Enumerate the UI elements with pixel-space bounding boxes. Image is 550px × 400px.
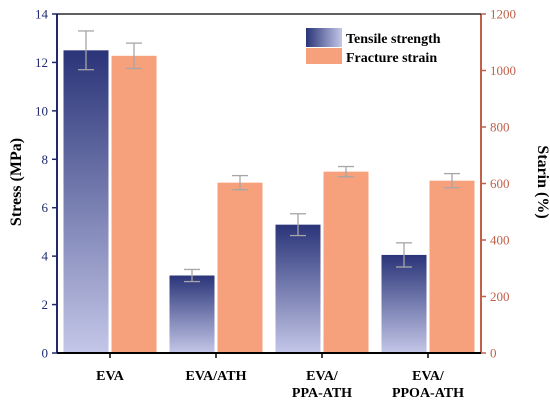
x-tick-label-line-1-0: EVA/ATH <box>186 369 247 384</box>
y-left-tick-label-10: 10 <box>35 103 48 118</box>
x-tick-label-1: EVA/ATH <box>186 369 247 384</box>
x-tick-label-3: EVA/PPOA-ATH <box>392 369 464 400</box>
legend-label-fracture-strain: Fracture strain <box>346 51 437 66</box>
y-axis-left-title: Stress (MPa) <box>8 138 25 226</box>
bar-fracture-strain-2 <box>323 171 369 353</box>
legend: Tensile strength Fracture strain <box>306 28 441 66</box>
y-left-tick-label-14: 14 <box>35 7 49 22</box>
bar-fracture-strain-1 <box>217 182 263 353</box>
legend-label-tensile-strength: Tensile strength <box>346 32 441 47</box>
bar-fracture-strain-0 <box>111 55 157 354</box>
bar-tensile-strength-0 <box>63 50 109 353</box>
bar-tensile-strength-1 <box>169 275 215 353</box>
y-right-tick-label-400: 400 <box>490 233 510 248</box>
bars-group <box>63 50 475 354</box>
x-tick-label-line-3-0: EVA/ <box>412 369 445 384</box>
y-left-tick-label-0: 0 <box>42 346 49 361</box>
y-left-tick-label-12: 12 <box>35 55 48 70</box>
legend-swatch-fracture-strain <box>306 48 342 64</box>
y-right-tick-label-1000: 1000 <box>490 63 516 78</box>
error-bars-group <box>78 30 460 283</box>
bar-fracture-strain-3 <box>429 180 475 353</box>
bar-tensile-strength-3 <box>381 254 427 353</box>
y-left-tick-label-2: 2 <box>42 297 49 312</box>
y-right-tick-label-1200: 1200 <box>490 7 516 22</box>
y-right-tick-label-0: 0 <box>490 346 497 361</box>
y-left-tick-label-6: 6 <box>42 200 49 215</box>
ticks-group: 0 2 4 6 8 10 12 14 0 200 400 600 800 1000 1200 <box>35 7 516 361</box>
x-tick-label-line-2-1: PPA-ATH <box>292 386 352 400</box>
x-tick-label-line-3-1: PPOA-ATH <box>392 386 464 400</box>
y-right-tick-label-800: 800 <box>490 120 510 135</box>
bar-tensile-strength-2 <box>275 224 321 353</box>
y-left-tick-label-4: 4 <box>42 249 49 264</box>
x-tick-label-line-2-0: EVA/ <box>306 369 339 384</box>
y-right-tick-label-600: 600 <box>490 176 510 191</box>
x-tick-label-2: EVA/PPA-ATH <box>292 369 352 400</box>
y-axis-right-title: Starin (%) <box>534 145 550 218</box>
legend-swatch-tensile-strength <box>306 28 342 47</box>
x-tick-label-0: EVA <box>96 369 125 384</box>
y-left-tick-label-8: 8 <box>42 152 49 167</box>
x-tick-label-line-0-0: EVA <box>96 369 125 384</box>
y-right-tick-label-200: 200 <box>490 289 510 304</box>
